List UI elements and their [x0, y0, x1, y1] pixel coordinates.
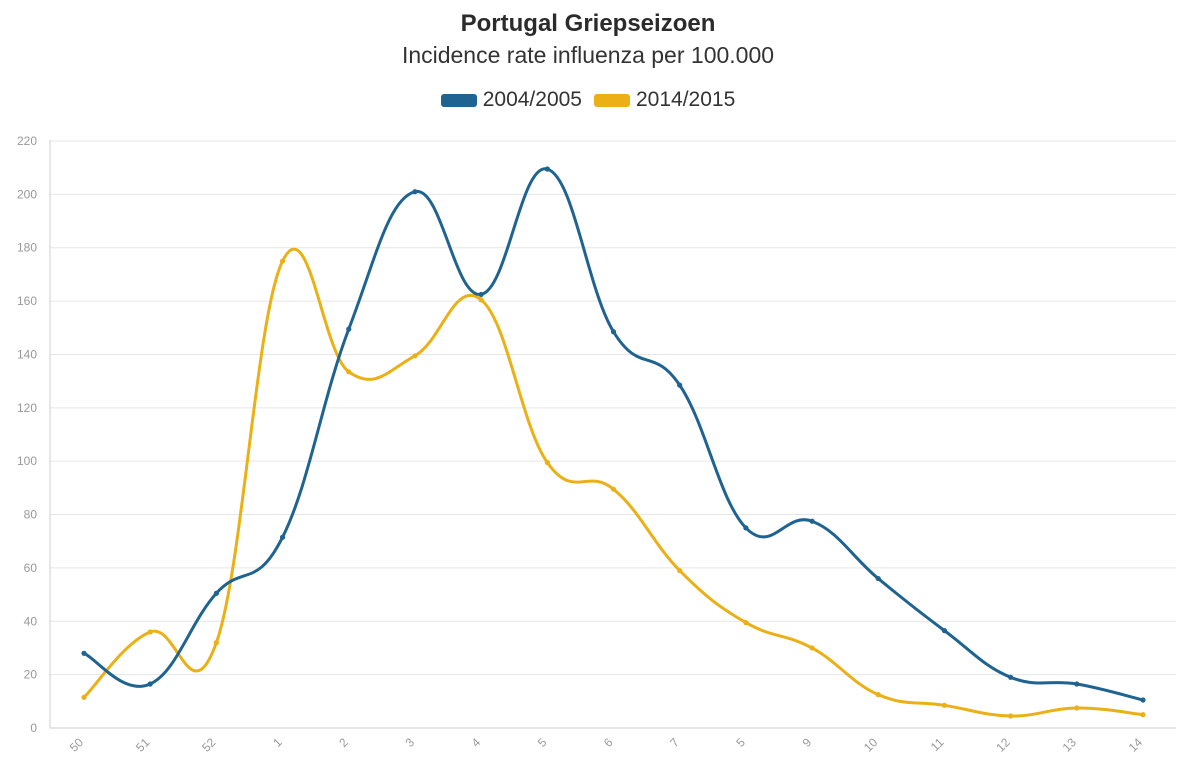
data-point-2014-2015-14 [1008, 713, 1014, 719]
data-point-2014-2015-0 [81, 694, 87, 700]
x-tick-label-9: 7 [667, 735, 682, 750]
legend-item-2004-2005[interactable]: 2004/2005 [440, 88, 582, 112]
data-point-2014-2015-7 [544, 459, 550, 466]
chart-subtitle: Incidence rate influenza per 100.000 [401, 42, 775, 68]
x-tick-label-13: 11 [928, 735, 947, 754]
data-point-2004-2005-13 [941, 628, 948, 634]
chart-title: Portugal Griepseizoen [460, 10, 716, 37]
x-tick-label-3: 1 [270, 735, 285, 750]
x-tick-label-0: 50 [67, 735, 87, 755]
data-point-2004-2005-0 [81, 650, 87, 656]
data-point-2004-2005-2 [213, 590, 219, 596]
x-tick-label-12: 10 [861, 735, 881, 755]
y-tick-label-160: 160 [17, 294, 37, 308]
x-tick-label-7: 5 [535, 735, 550, 750]
legend-swatch-2014-2015 [594, 93, 630, 107]
legend: 2004/2005 2014/2015 [0, 88, 1176, 112]
data-point-2004-2005-12 [875, 575, 881, 582]
x-tick-label-2: 52 [199, 735, 219, 755]
x-tick-label-1: 51 [133, 735, 153, 755]
legend-label-2014-2015: 2014/2015 [636, 88, 736, 111]
data-point-2014-2015-9 [677, 567, 683, 574]
x-tick-label-14: 12 [993, 735, 1013, 755]
x-tick-label-11: 9 [800, 735, 815, 750]
series-line-2004-2005 [82, 167, 1145, 702]
y-tick-label-120: 120 [17, 401, 37, 415]
data-point-2014-2015-8 [610, 486, 617, 492]
data-point-2014-2015-1 [147, 629, 153, 635]
y-tick-label-80: 80 [24, 508, 38, 522]
data-point-2004-2005-3 [279, 534, 286, 540]
data-point-2014-2015-10 [743, 620, 749, 626]
x-tick-label-10: 5 [733, 735, 748, 750]
x-tick-label-15: 13 [1060, 735, 1080, 755]
data-point-2014-2015-5 [412, 353, 418, 359]
data-point-2004-2005-10 [743, 525, 749, 531]
data-point-2014-2015-2 [213, 640, 219, 646]
y-tick-label-220: 220 [17, 134, 37, 148]
data-point-2004-2005-9 [677, 382, 683, 388]
data-point-2004-2005-6 [478, 291, 484, 298]
y-tick-label-20: 20 [24, 668, 38, 682]
legend-label-2004-2005: 2004/2005 [482, 88, 582, 111]
data-point-2014-2015-4 [346, 369, 352, 375]
x-tick-label-16: 14 [1126, 735, 1146, 755]
legend-item-2014-2015[interactable]: 2014/2015 [594, 88, 735, 112]
series-line-2014-2015 [82, 247, 1145, 718]
x-tick-label-5: 3 [402, 735, 417, 750]
data-point-2014-2015-11 [809, 645, 815, 651]
data-point-2004-2005-14 [1008, 674, 1014, 680]
y-tick-label-40: 40 [24, 614, 38, 628]
y-tick-label-60: 60 [24, 561, 38, 575]
data-point-2014-2015-16 [1140, 712, 1146, 718]
y-tick-label-200: 200 [17, 187, 37, 201]
y-tick-label-100: 100 [17, 454, 37, 468]
data-point-2004-2005-7 [544, 166, 550, 172]
y-tick-label-180: 180 [17, 241, 37, 255]
data-point-2014-2015-12 [875, 692, 881, 698]
y-tick-label-0: 0 [30, 721, 37, 735]
data-point-2004-2005-8 [610, 329, 617, 335]
data-point-2004-2005-5 [412, 189, 418, 195]
data-point-2014-2015-13 [941, 702, 948, 708]
data-point-2014-2015-6 [478, 297, 484, 303]
data-point-2004-2005-11 [809, 518, 815, 524]
data-point-2004-2005-15 [1074, 681, 1080, 687]
data-point-2014-2015-3 [279, 258, 286, 264]
data-point-2004-2005-4 [346, 326, 352, 332]
data-point-2004-2005-1 [147, 681, 153, 687]
data-point-2004-2005-16 [1140, 697, 1146, 703]
x-tick-label-4: 2 [336, 735, 351, 750]
y-tick-label-140: 140 [17, 347, 37, 361]
legend-swatch-2004-2005 [440, 93, 477, 107]
data-point-2014-2015-15 [1074, 705, 1080, 711]
x-tick-label-8: 6 [601, 735, 616, 750]
x-tick-label-6: 4 [469, 735, 484, 750]
